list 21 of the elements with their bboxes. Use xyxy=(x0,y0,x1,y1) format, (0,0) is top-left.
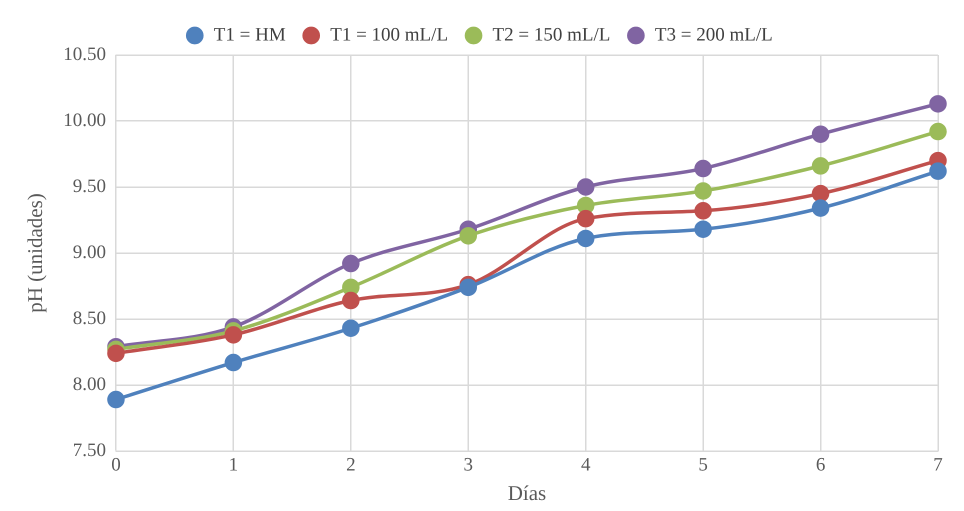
x-tick-label: 2 xyxy=(346,454,356,476)
y-tick-label: 8.50 xyxy=(72,308,106,329)
y-tick-label: 10.00 xyxy=(63,110,106,131)
legend-label: T3 = 200 mL/L xyxy=(654,24,773,46)
x-axis-title: Días xyxy=(508,480,546,505)
legend-label: T2 = 150 mL/L xyxy=(492,24,610,46)
y-tick-label: 9.00 xyxy=(72,242,106,263)
y-tick-label: 9.50 xyxy=(72,176,106,197)
x-tick-label: 4 xyxy=(580,454,591,476)
x-tick-label: 7 xyxy=(933,454,943,476)
x-tick-label: 0 xyxy=(111,454,121,476)
legend-label: T1 = 100 mL/L xyxy=(330,24,448,46)
y-axis-title: pH (unidades) xyxy=(23,193,48,313)
x-tick-label: 6 xyxy=(816,454,826,476)
x-tick-label: 5 xyxy=(698,454,708,476)
legend-label: T1 = HM xyxy=(214,24,286,46)
y-tick-label: 8.00 xyxy=(72,374,106,395)
y-tick-label: 10.50 xyxy=(63,44,106,65)
x-tick-label: 1 xyxy=(228,454,238,476)
x-tick-label: 3 xyxy=(464,454,474,476)
y-tick-label: 7.50 xyxy=(72,440,106,461)
